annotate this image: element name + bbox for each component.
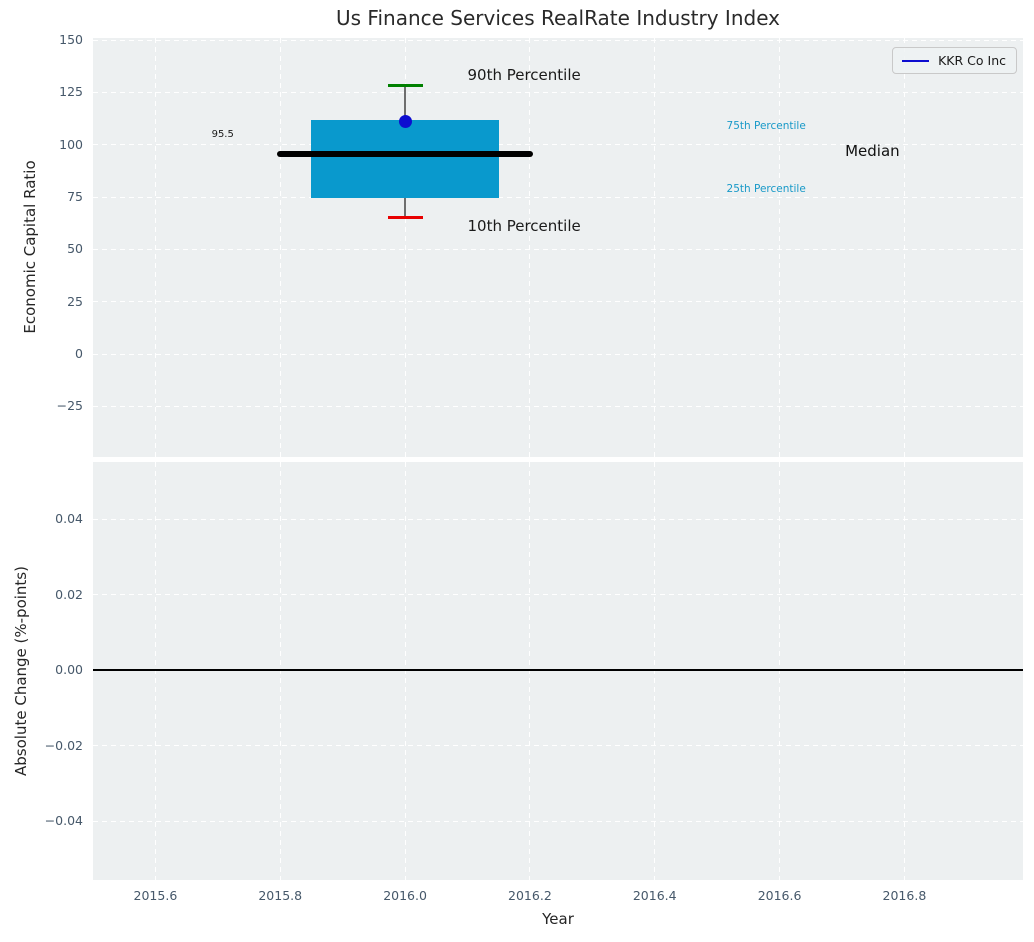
x-axis-label: Year <box>542 910 574 928</box>
legend: KKR Co Inc <box>892 47 1017 74</box>
y-tick-label: 125 <box>59 84 83 100</box>
series-marker <box>398 114 412 128</box>
gridline <box>93 820 1023 822</box>
gridline <box>93 91 1023 93</box>
gridline <box>154 38 156 457</box>
annotation: 25th Percentile <box>726 183 806 196</box>
y-tick-label: 0.04 <box>55 511 83 527</box>
y-tick-label: −25 <box>56 398 83 414</box>
annotation: 10th Percentile <box>467 216 581 235</box>
gridline <box>903 38 905 457</box>
y-tick-label: 100 <box>59 136 83 152</box>
bottom-plot-area <box>93 462 1023 880</box>
y-tick-label: 0.00 <box>55 662 83 678</box>
gridline <box>93 745 1023 747</box>
y-tick-label: 75 <box>67 189 83 205</box>
gridline <box>279 38 281 457</box>
gridline <box>93 196 1023 198</box>
x-tick-label: 2016.8 <box>882 888 927 903</box>
gridline <box>404 38 406 457</box>
gridline <box>654 38 656 457</box>
chart-title: Us Finance Services RealRate Industry In… <box>336 6 780 30</box>
annotation: 75th Percentile <box>726 120 806 133</box>
gridline <box>93 248 1023 250</box>
top-plot-area: KKR Co Inc 90th Percentile 10th Percentil… <box>93 38 1023 457</box>
gridline <box>779 38 781 457</box>
iqr-box <box>311 120 499 199</box>
y-tick-label: −0.02 <box>44 737 83 753</box>
annotation: Median <box>845 141 900 160</box>
annotation: 95.5 <box>211 128 234 140</box>
p90-cap <box>387 84 423 87</box>
y-tick-label: 150 <box>59 32 83 48</box>
gridline <box>93 39 1023 41</box>
x-tick-label: 2016.4 <box>632 888 677 903</box>
x-tick-label: 2016.6 <box>757 888 802 903</box>
median-line <box>277 151 534 158</box>
legend-label: KKR Co Inc <box>938 53 1006 68</box>
gridline <box>529 38 531 457</box>
y-tick-label: 50 <box>67 241 83 257</box>
x-tick-label: 2016.2 <box>508 888 552 903</box>
gridline <box>93 301 1023 303</box>
annotation: 90th Percentile <box>467 66 581 85</box>
y-tick-label: 25 <box>67 293 83 309</box>
x-tick-label: 2016.0 <box>383 888 427 903</box>
legend-line-icon <box>902 59 930 62</box>
gridline <box>93 405 1023 407</box>
y-tick-label: 0 <box>75 346 83 362</box>
gridline <box>93 594 1023 596</box>
gridline <box>93 353 1023 355</box>
gridline <box>93 518 1023 520</box>
gridline <box>93 144 1023 146</box>
y-tick-label: 0.02 <box>55 586 83 602</box>
zero-line <box>93 669 1023 672</box>
x-tick-label: 2015.8 <box>258 888 303 903</box>
y-tick-label: −0.04 <box>44 813 83 829</box>
p10-cap <box>387 215 423 219</box>
x-tick-label: 2015.6 <box>133 888 178 903</box>
